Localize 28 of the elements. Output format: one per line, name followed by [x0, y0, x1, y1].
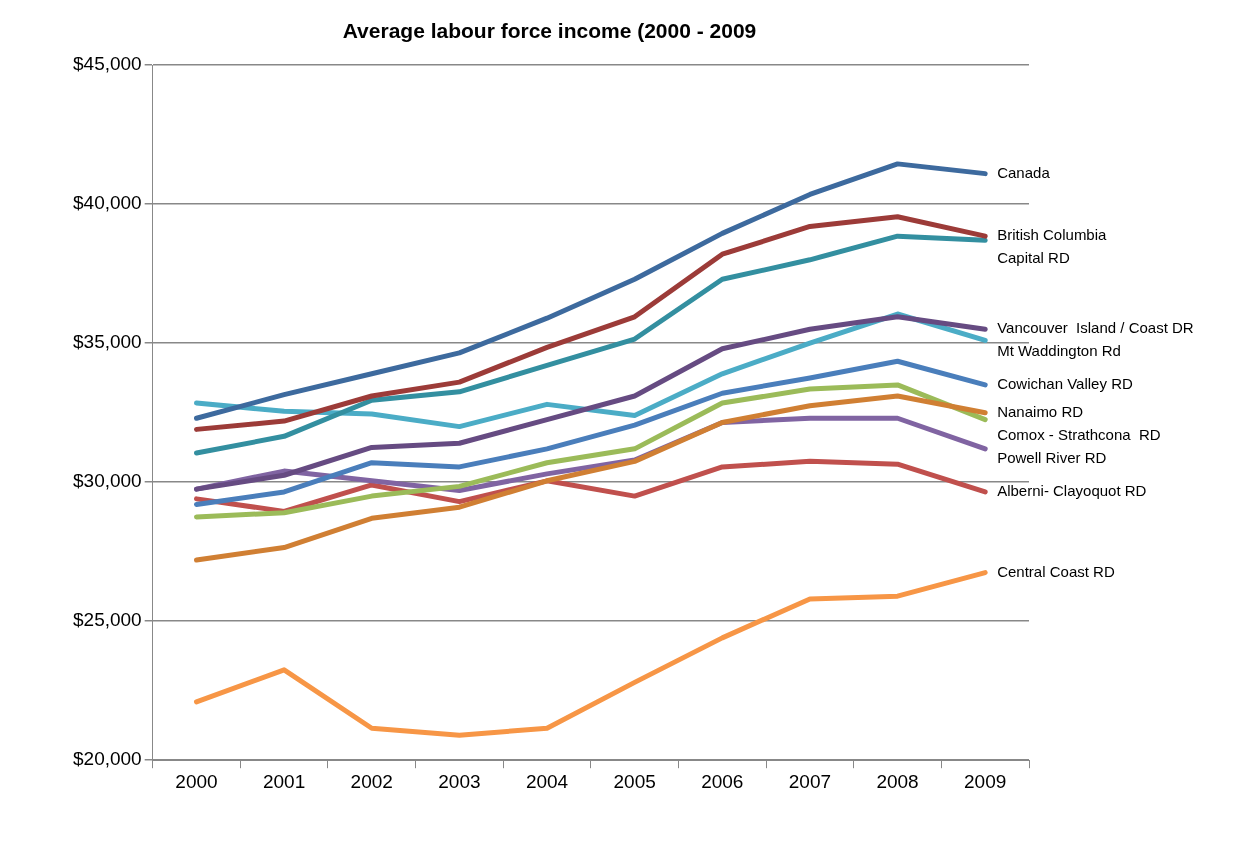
series-label: Canada: [997, 163, 1051, 181]
x-tick-label: 2000: [175, 770, 218, 792]
x-tick-label: 2003: [438, 770, 481, 792]
x-tick-label: 2002: [350, 770, 393, 792]
series-label: Capital RD: [997, 249, 1070, 267]
series-label: British Columbia: [997, 226, 1108, 244]
x-tick-label: 2005: [613, 770, 656, 792]
x-tick-label: 2008: [876, 770, 919, 792]
series-label: Cowichan Valley RD: [997, 375, 1133, 393]
x-tick-label: 2009: [964, 770, 1007, 792]
series-label: Powell River RD: [997, 448, 1107, 466]
series-label: Central Coast RD: [997, 562, 1115, 580]
series-label: Alberni- Clayoquot RD: [997, 482, 1147, 500]
y-tick-label: $30,000: [72, 470, 142, 492]
x-tick-label: 2006: [701, 770, 744, 792]
x-tick-label: 2001: [262, 770, 306, 792]
series-label: Nanaimo RD: [997, 402, 1084, 420]
series-label: Vancouver Island / Coast DR: [997, 319, 1194, 337]
y-tick-label: $40,000: [72, 192, 142, 214]
y-tick-label: $25,000: [72, 609, 142, 631]
x-tick-label: 2007: [788, 770, 832, 792]
series-label: Mt Waddington Rd: [997, 342, 1121, 360]
y-tick-label: $45,000: [72, 53, 142, 75]
x-tick-label: 2004: [525, 770, 569, 792]
y-tick-label: $35,000: [72, 331, 142, 353]
chart-title: Average labour force income (2000 - 2009: [342, 19, 757, 43]
y-tick-label: $20,000: [72, 748, 142, 770]
series-label: Comox - Strathcona RD: [997, 425, 1161, 443]
